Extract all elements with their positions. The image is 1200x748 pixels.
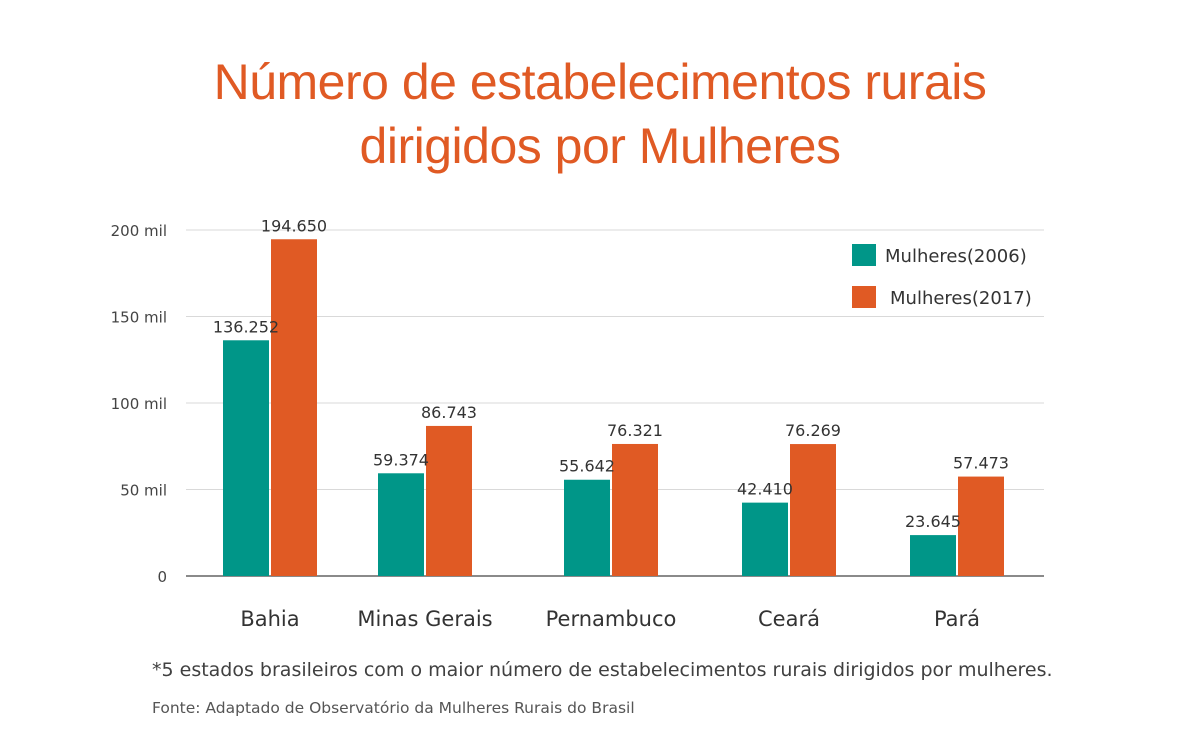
bar-2017-0 bbox=[271, 239, 317, 576]
bar-2006-4 bbox=[910, 535, 956, 576]
y-tick-label: 0 bbox=[157, 568, 167, 586]
data-label: 76.269 bbox=[785, 421, 841, 440]
y-axis-ticks: 0 50 mil 100 mil 150 mil 200 mil bbox=[111, 222, 167, 586]
y-tick-label: 200 mil bbox=[111, 222, 167, 240]
data-label: 194.650 bbox=[261, 216, 327, 235]
data-label: 59.374 bbox=[373, 450, 429, 469]
data-label: 86.743 bbox=[421, 403, 477, 422]
chart-title-line-2: dirigidos por Mulheres bbox=[359, 118, 841, 174]
legend-label: Mulheres(2006) bbox=[885, 246, 1027, 267]
legend: Mulheres(2006) Mulheres(2017) bbox=[852, 244, 1032, 309]
bar-2006-2 bbox=[564, 479, 610, 576]
data-label: 76.321 bbox=[607, 421, 663, 440]
x-tick-label: Pernambuco bbox=[546, 607, 677, 631]
data-label: 136.252 bbox=[213, 317, 279, 336]
data-label: 55.642 bbox=[559, 457, 615, 476]
x-tick-label: Pará bbox=[934, 607, 980, 631]
bar-2017-3 bbox=[790, 444, 836, 576]
legend-label: Mulheres(2017) bbox=[890, 288, 1032, 309]
y-tick-label: 150 mil bbox=[111, 309, 167, 327]
chart-title: Número de estabelecimentos rurais dirigi… bbox=[0, 50, 1200, 178]
bar-2006-0 bbox=[223, 340, 269, 576]
bars bbox=[223, 239, 1004, 576]
source-note: Fonte: Adaptado de Observatório da Mulhe… bbox=[152, 699, 635, 717]
chart-title-line-1: Número de estabelecimentos rurais bbox=[213, 54, 987, 110]
legend-swatch bbox=[852, 286, 876, 308]
legend-swatch bbox=[852, 244, 876, 266]
y-tick-label: 50 mil bbox=[120, 482, 167, 500]
x-tick-label: Bahia bbox=[240, 607, 299, 631]
x-tick-label: Minas Gerais bbox=[357, 607, 492, 631]
bar-2017-1 bbox=[426, 425, 472, 576]
x-tick-label: Ceará bbox=[758, 607, 820, 631]
x-axis-ticks: Bahia Minas Gerais Pernambuco Ceará Pará bbox=[240, 607, 980, 631]
data-label: 57.473 bbox=[953, 454, 1009, 473]
bar-2017-4 bbox=[958, 476, 1004, 576]
data-label: 42.410 bbox=[737, 480, 793, 499]
bar-2017-2 bbox=[612, 443, 658, 576]
y-tick-label: 100 mil bbox=[111, 395, 167, 413]
data-label: 23.645 bbox=[905, 512, 961, 531]
footnote: *5 estados brasileiros com o maior númer… bbox=[152, 659, 1053, 681]
bar-2006-3 bbox=[742, 502, 788, 576]
bar-2006-1 bbox=[378, 473, 424, 576]
data-labels: 136.252 59.374 55.642 42.410 23.645 194.650 86… bbox=[213, 216, 1009, 531]
